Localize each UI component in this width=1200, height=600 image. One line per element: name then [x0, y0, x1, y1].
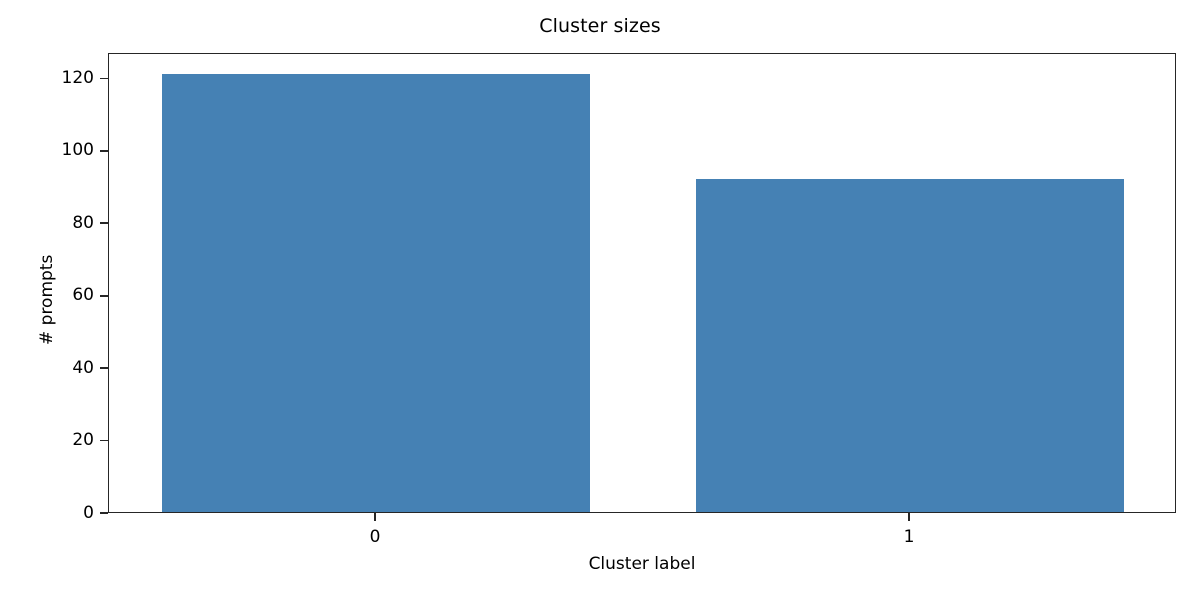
y-tick-mark [100, 512, 108, 514]
y-tick-mark [100, 439, 108, 442]
y-tick-label: 120 [61, 67, 94, 88]
chart-title: Cluster sizes [539, 15, 661, 37]
y-tick-mark [100, 367, 108, 369]
bar-0 [162, 73, 590, 512]
y-tick-label: 100 [61, 140, 94, 161]
y-tick-label: 20 [72, 430, 94, 451]
plot-area [108, 53, 1176, 513]
y-tick-mark [100, 222, 108, 225]
y-tick-label: 0 [83, 502, 94, 523]
y-tick-mark [100, 149, 108, 152]
y-tick-mark [100, 294, 108, 297]
x-tick-mark [374, 513, 376, 521]
y-tick-label: 80 [72, 212, 94, 233]
y-tick-label: 60 [72, 285, 94, 306]
x-axis-label: Cluster label [588, 554, 696, 574]
x-tick-label: 0 [369, 527, 381, 547]
y-tick-label: 40 [72, 357, 94, 378]
x-tick-mark [908, 513, 910, 521]
x-tick-label: 1 [903, 527, 915, 547]
bar-1 [696, 178, 1124, 512]
bars-layer [109, 54, 1175, 512]
y-tick-mark [100, 77, 108, 80]
